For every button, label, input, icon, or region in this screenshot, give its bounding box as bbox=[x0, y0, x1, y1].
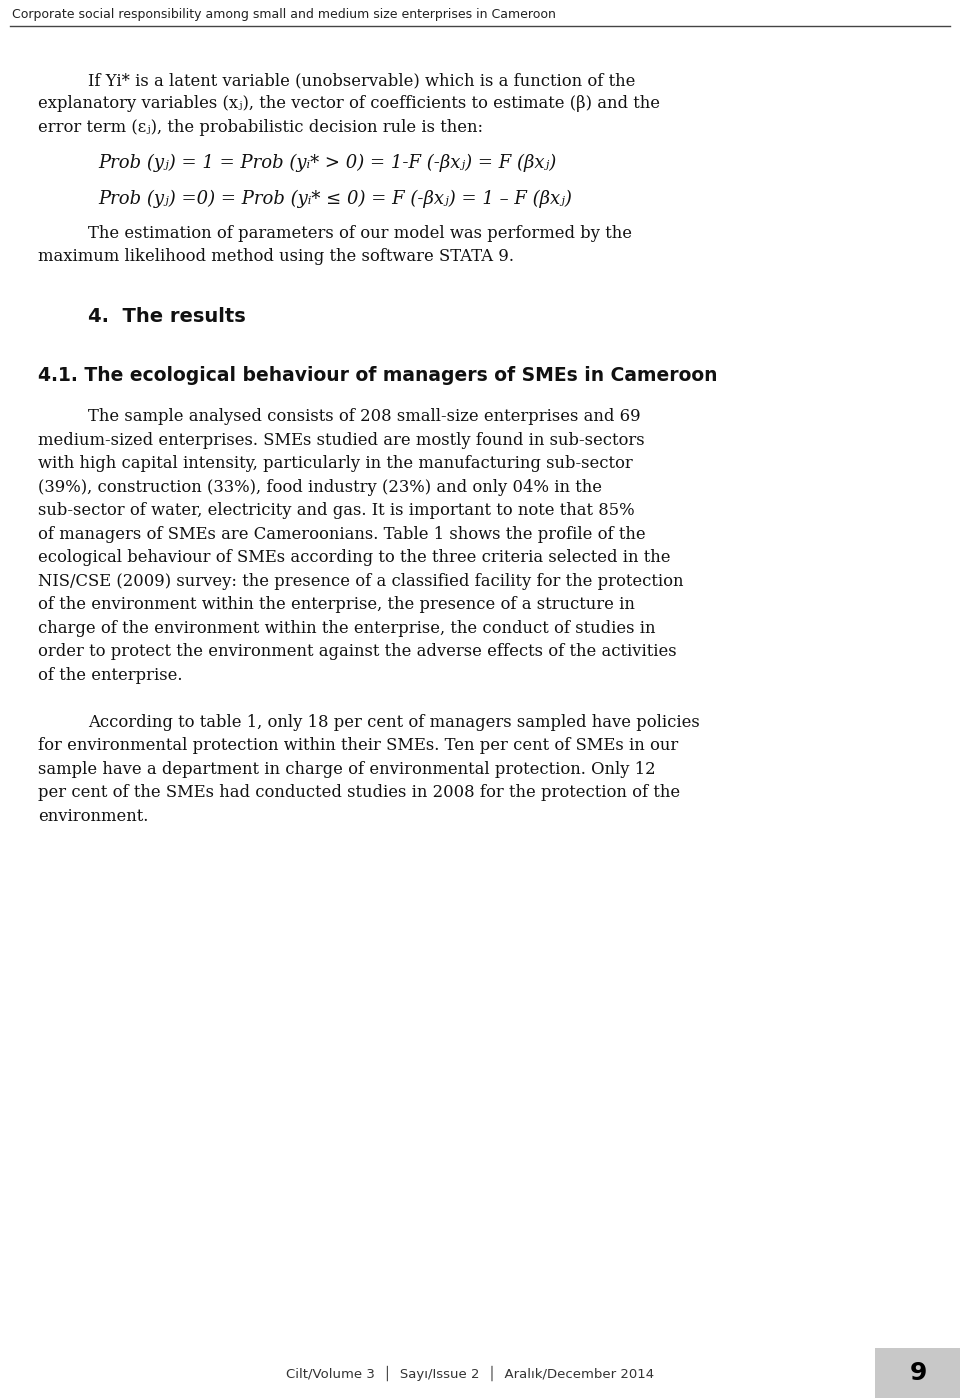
Text: of the enterprise.: of the enterprise. bbox=[38, 667, 182, 684]
Text: The estimation of parameters of our model was performed by the: The estimation of parameters of our mode… bbox=[88, 225, 632, 242]
Text: sub-sector of water, electricity and gas. It is important to note that 85%: sub-sector of water, electricity and gas… bbox=[38, 502, 635, 519]
Text: error term (εⱼ), the probabilistic decision rule is then:: error term (εⱼ), the probabilistic decis… bbox=[38, 119, 483, 136]
Text: 4.1. The ecological behaviour of managers of SMEs in Cameroon: 4.1. The ecological behaviour of manager… bbox=[38, 366, 717, 384]
Text: environment.: environment. bbox=[38, 808, 149, 825]
Text: of managers of SMEs are Cameroonians. Table 1 shows the profile of the: of managers of SMEs are Cameroonians. Ta… bbox=[38, 526, 646, 542]
Text: for environmental protection within their SMEs. Ten per cent of SMEs in our: for environmental protection within thei… bbox=[38, 737, 679, 754]
Text: with high capital intensity, particularly in the manufacturing sub-sector: with high capital intensity, particularl… bbox=[38, 456, 633, 473]
Text: If Yi* is a latent variable (unobservable) which is a function of the: If Yi* is a latent variable (unobservabl… bbox=[88, 73, 636, 89]
Text: explanatory variables (xⱼ), the vector of coefficients to estimate (β) and the: explanatory variables (xⱼ), the vector o… bbox=[38, 95, 660, 112]
Text: Corporate social responsibility among small and medium size enterprises in Camer: Corporate social responsibility among sm… bbox=[12, 8, 556, 21]
Text: sample have a department in charge of environmental protection. Only 12: sample have a department in charge of en… bbox=[38, 761, 656, 777]
Text: order to protect the environment against the adverse effects of the activities: order to protect the environment against… bbox=[38, 643, 677, 660]
Text: NIS/CSE (2009) survey: the presence of a classified facility for the protection: NIS/CSE (2009) survey: the presence of a… bbox=[38, 573, 684, 590]
Text: of the environment within the enterprise, the presence of a structure in: of the environment within the enterprise… bbox=[38, 596, 635, 614]
Text: According to table 1, only 18 per cent of managers sampled have policies: According to table 1, only 18 per cent o… bbox=[88, 713, 700, 731]
Text: per cent of the SMEs had conducted studies in 2008 for the protection of the: per cent of the SMEs had conducted studi… bbox=[38, 784, 680, 801]
Text: 9: 9 bbox=[909, 1362, 926, 1385]
Text: ecological behaviour of SMEs according to the three criteria selected in the: ecological behaviour of SMEs according t… bbox=[38, 549, 670, 566]
Text: charge of the environment within the enterprise, the conduct of studies in: charge of the environment within the ent… bbox=[38, 619, 656, 636]
Text: Prob (yⱼ) = 1 = Prob (yᵢ* > 0) = 1-F (-βxⱼ) = F (βxⱼ): Prob (yⱼ) = 1 = Prob (yᵢ* > 0) = 1-F (-β… bbox=[98, 154, 556, 172]
Text: The sample analysed consists of 208 small-size enterprises and 69: The sample analysed consists of 208 smal… bbox=[88, 408, 640, 425]
Text: maximum likelihood method using the software STATA 9.: maximum likelihood method using the soft… bbox=[38, 249, 514, 266]
Text: 4.  The results: 4. The results bbox=[88, 308, 246, 326]
Text: Prob (yⱼ) =0) = Prob (yᵢ* ≤ 0) = F (-βxⱼ) = 1 – F (βxⱼ): Prob (yⱼ) =0) = Prob (yᵢ* ≤ 0) = F (-βxⱼ… bbox=[98, 190, 572, 208]
Text: (39%), construction (33%), food industry (23%) and only 04% in the: (39%), construction (33%), food industry… bbox=[38, 478, 602, 495]
Text: Cilt/Volume 3  │  Sayı/Issue 2  │  Aralık/December 2014: Cilt/Volume 3 │ Sayı/Issue 2 │ Aralık/De… bbox=[286, 1366, 655, 1381]
Text: medium-sized enterprises. SMEs studied are mostly found in sub-sectors: medium-sized enterprises. SMEs studied a… bbox=[38, 432, 644, 449]
Bar bbox=[875, 1348, 960, 1398]
